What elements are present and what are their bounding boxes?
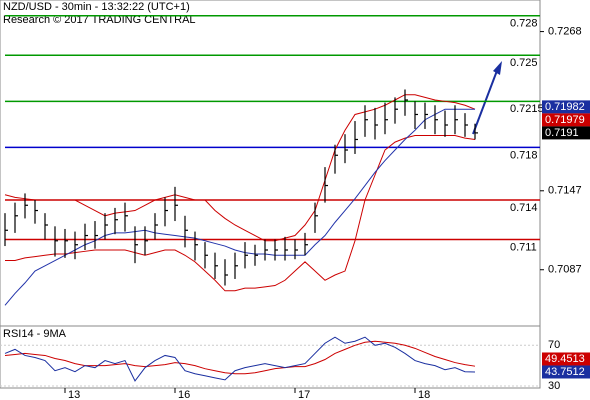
chart-title: NZD/USD - 30min - 13:32:22 (UTC+1): [3, 1, 190, 13]
rsi-tick-label: 70: [548, 339, 560, 351]
badge-label: 0.71979: [545, 114, 585, 126]
x-tick-label: 16: [178, 389, 190, 400]
rsi-title: RSI14 - 9MA: [3, 328, 67, 340]
x-tick-label: 13: [68, 389, 80, 400]
level-label: 0.718: [510, 149, 538, 161]
price-badge: [542, 365, 590, 379]
rsi-tick-label: 30: [548, 380, 560, 392]
badge-label: 0.71982: [545, 101, 585, 113]
forecast-arrowhead: [493, 61, 502, 75]
chart-subtitle: Research © 2017 TRADING CENTRAL: [3, 14, 196, 26]
price-badge: [542, 126, 590, 140]
price-badge: [542, 100, 590, 114]
x-tick-label: 17: [298, 389, 310, 400]
badge-label: 49.4513: [545, 353, 585, 365]
rsi-signal: [4, 340, 476, 375]
level-label: 0.711: [510, 241, 537, 253]
bollinger-lower: [5, 135, 476, 292]
level-label: 0.7215: [510, 103, 544, 115]
level-label: 0.728: [510, 18, 538, 30]
y-tick-label: 0.7087: [548, 264, 582, 276]
bollinger-upper: [4, 94, 476, 242]
price-badge: [542, 113, 590, 127]
level-label: 0.725: [510, 57, 538, 69]
rsi-line: [4, 336, 476, 382]
y-tick-label: 0.7268: [548, 25, 582, 37]
badge-label: 43.7512: [545, 366, 585, 378]
badge-label: 0.7191: [545, 127, 579, 139]
level-label: 0.714: [510, 202, 538, 214]
moving-average: [4, 108, 475, 306]
plot-frame: [0, 0, 541, 389]
price-badge: [542, 352, 590, 366]
y-tick-label: 0.7147: [548, 185, 582, 197]
x-tick-label: 18: [418, 389, 430, 400]
